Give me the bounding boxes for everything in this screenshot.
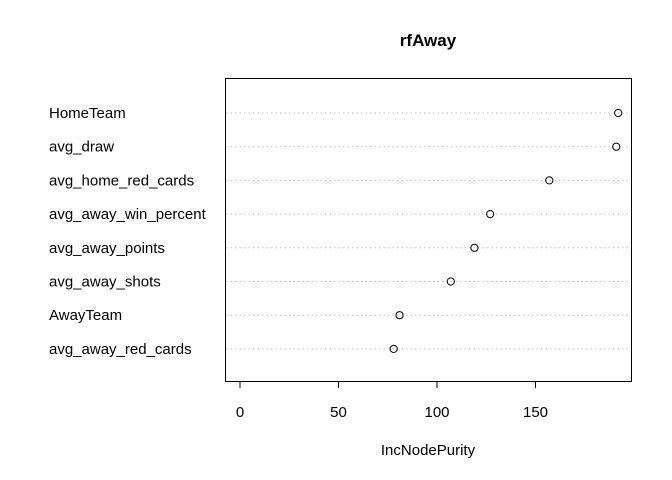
x-tick-label: 0 bbox=[236, 404, 244, 421]
plot-frame bbox=[225, 78, 632, 382]
x-axis-title: IncNodePurity bbox=[381, 442, 476, 459]
data-point bbox=[389, 344, 398, 353]
x-axis: 0 50 100 150 bbox=[236, 381, 548, 421]
variable-label: avg_away_win_percent bbox=[49, 206, 207, 223]
data-point bbox=[545, 176, 554, 185]
data-point bbox=[470, 243, 479, 252]
variable-labels: HomeTeam avg_draw avg_home_red_cards avg_aw… bbox=[49, 105, 207, 358]
gridlines bbox=[226, 112, 631, 350]
x-tick-label: 100 bbox=[424, 404, 449, 421]
variable-label: avg_away_points bbox=[49, 240, 165, 257]
data-point bbox=[446, 277, 455, 286]
chart-title: rfAway bbox=[400, 31, 457, 50]
variable-label: avg_away_red_cards bbox=[49, 341, 192, 358]
data-point bbox=[612, 142, 621, 151]
data-points bbox=[389, 108, 623, 353]
data-point bbox=[486, 210, 495, 219]
variable-label: avg_home_red_cards bbox=[49, 172, 194, 189]
variable-label: avg_away_shots bbox=[49, 274, 161, 291]
x-tick-label: 50 bbox=[330, 404, 347, 421]
data-point bbox=[395, 311, 404, 320]
x-tick-label: 150 bbox=[523, 404, 548, 421]
data-point bbox=[614, 108, 623, 118]
variable-label: AwayTeam bbox=[49, 307, 122, 324]
variable-label: HomeTeam bbox=[49, 105, 126, 122]
variable-label: avg_draw bbox=[49, 139, 114, 156]
